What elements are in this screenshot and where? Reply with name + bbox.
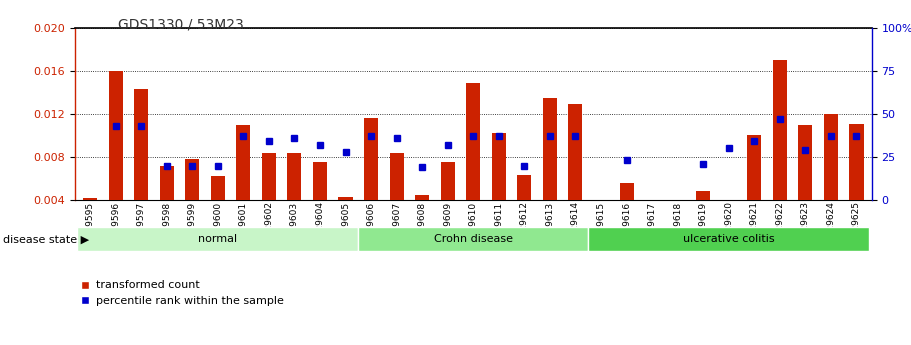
Bar: [261, 152, 276, 200]
Bar: [849, 124, 864, 200]
Text: normal: normal: [199, 234, 238, 244]
Bar: [210, 176, 225, 200]
Bar: [339, 197, 353, 200]
Bar: [415, 195, 429, 200]
Legend: transformed count, percentile rank within the sample: transformed count, percentile rank withi…: [75, 276, 288, 310]
FancyBboxPatch shape: [358, 227, 589, 250]
Bar: [824, 114, 838, 200]
Bar: [134, 89, 148, 200]
Text: GDS1330 / 53M23: GDS1330 / 53M23: [118, 17, 244, 31]
Text: ulcerative colitis: ulcerative colitis: [683, 234, 774, 244]
Bar: [364, 118, 378, 200]
FancyBboxPatch shape: [589, 227, 869, 250]
Text: disease state ▶: disease state ▶: [3, 235, 89, 245]
FancyBboxPatch shape: [77, 227, 358, 250]
Bar: [313, 162, 327, 200]
Bar: [159, 166, 174, 200]
Bar: [568, 104, 582, 200]
Bar: [619, 183, 633, 200]
Bar: [441, 162, 455, 200]
Bar: [747, 136, 762, 200]
Bar: [798, 125, 813, 200]
Bar: [185, 159, 200, 200]
Bar: [287, 152, 302, 200]
Bar: [466, 82, 480, 200]
Bar: [696, 191, 711, 200]
Bar: [108, 71, 123, 200]
Bar: [83, 198, 97, 200]
Text: Crohn disease: Crohn disease: [434, 234, 513, 244]
Bar: [517, 175, 531, 200]
Bar: [390, 152, 404, 200]
Bar: [773, 60, 787, 200]
Bar: [543, 98, 557, 200]
Bar: [236, 125, 251, 200]
Bar: [492, 133, 506, 200]
